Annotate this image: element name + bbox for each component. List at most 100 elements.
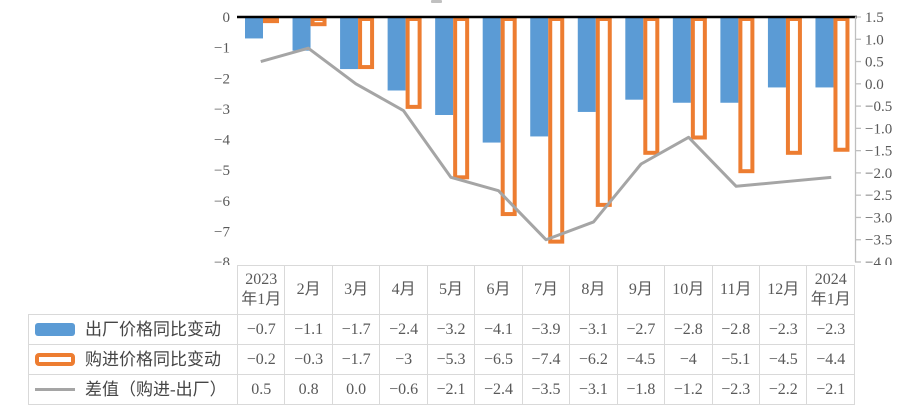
value-cell: −5.3	[426, 344, 476, 375]
right-axis-tick-label: −4.0	[865, 255, 892, 265]
factory-price-bar	[387, 17, 406, 91]
value-cell: −5.1	[711, 344, 760, 375]
value-cell: −1.7	[331, 314, 381, 345]
value-cell: −3.5	[521, 374, 571, 405]
value-cell: −3.1	[569, 374, 618, 405]
legend-cell: 购进价格同比变动	[28, 344, 238, 375]
factory-price-bar	[767, 17, 786, 88]
right-axis-tick-label: −2.5	[865, 188, 892, 204]
value-cell: −2.4	[474, 374, 523, 405]
right-axis-tick-label: 1.0	[865, 32, 884, 48]
factory-price-bar	[720, 17, 739, 103]
value-cell: −2.4	[379, 314, 428, 345]
month-header-cell: 8月	[569, 265, 618, 315]
table-row: 差值（购进-出厂） 0.5 0.8 0.0 −0.6 −2.1 −2.4 −3.5 −3.1 −1…	[28, 374, 855, 405]
factory-price-bar	[625, 17, 644, 100]
table-corner-cell	[29, 266, 238, 315]
table-header-row: 2023 年1月 2月 3月 4月 5月 6月 7月 8月 9月 10月 11月 12月 2024 年1…	[29, 265, 855, 315]
value-cell: −0.3	[284, 344, 333, 375]
purchase-price-bar	[738, 17, 755, 174]
month-header-cell: 2024 年1月	[806, 265, 855, 315]
purchase-price-bar	[263, 17, 279, 24]
chart-data-table: 2023 年1月 2月 3月 4月 5月 6月 7月 8月 9月 10月 11月 12月 2024 年1…	[28, 265, 855, 405]
purchase-price-bar	[500, 17, 517, 217]
factory-price-bar	[530, 17, 549, 137]
value-cell: −2.1	[426, 374, 476, 405]
month-header-cell: 11月	[711, 265, 760, 315]
purchase-price-bar	[453, 17, 470, 180]
right-axis-tick-label: −1.0	[865, 121, 892, 137]
legend-label: 差值（购进-出厂）	[85, 379, 227, 399]
left-axis-tick-label: −5	[214, 163, 230, 179]
value-cell: −1.1	[284, 314, 333, 345]
factory-price-bar	[245, 17, 263, 39]
legend-label: 购进价格同比变动	[85, 349, 221, 369]
purchase-price-bar	[405, 17, 422, 109]
value-cell: −1.8	[616, 374, 666, 405]
left-axis-tick-label: −4	[214, 133, 230, 149]
left-axis-tick-label: −2	[214, 71, 230, 87]
legend-label: 出厂价格同比变动	[85, 319, 221, 339]
purchase-price-bar	[310, 17, 327, 27]
factory-price-bar	[340, 17, 359, 70]
right-axis-tick-label: 1.5	[865, 10, 884, 26]
left-axis-tick-label: −7	[214, 224, 230, 240]
factory-price-bar	[292, 17, 311, 51]
right-axis-tick-label: −0.5	[865, 99, 892, 115]
value-cell: −3.1	[569, 314, 618, 345]
value-cell: −1.7	[331, 344, 381, 375]
value-cell: 0.8	[284, 374, 333, 405]
left-axis-tick-label: −1	[214, 41, 230, 57]
value-cell: −1.2	[664, 374, 713, 405]
factory-price-bar	[577, 17, 596, 112]
legend-cell: 出厂价格同比变动	[28, 314, 238, 345]
value-cell: −2.3	[711, 374, 760, 405]
right-axis-tick-label: −2.0	[865, 166, 892, 182]
value-cell: −7.4	[521, 344, 571, 375]
factory-price-bar	[435, 17, 454, 115]
value-cell: −2.8	[664, 314, 713, 345]
value-cell: −0.7	[236, 314, 286, 345]
month-header-cell: 2023 年1月	[236, 265, 286, 315]
purchase-price-bar	[358, 17, 375, 70]
value-cell: −2.3	[806, 314, 855, 345]
series-bar-outlined-swatch-icon	[35, 353, 75, 366]
value-cell: −4.1	[474, 314, 523, 345]
value-cell: 0.0	[331, 374, 381, 405]
right-axis-tick-label: 0.5	[865, 55, 884, 71]
purchase-price-bar	[833, 17, 850, 152]
value-cell: −4	[664, 344, 713, 375]
combo-chart: 0 −1 −2 −3 −4 −5 −6 −7 −8 1.5 1.0 0.5 0.0 −0.5 −1.0 −1.…	[214, 10, 892, 271]
right-axis-tick-label: 0.0	[865, 77, 884, 93]
value-cell: −0.2	[236, 344, 286, 375]
value-cell: −2.2	[758, 374, 808, 405]
cropped-title-fragment	[431, 0, 442, 3]
value-cell: −2.8	[711, 314, 760, 345]
month-header-cell: 9月	[616, 265, 666, 315]
factory-price-bar	[482, 17, 501, 143]
left-axis-tick-label: −3	[214, 102, 230, 118]
value-cell: −2.1	[806, 374, 855, 405]
table-row: 出厂价格同比变动 −0.7 −1.1 −1.7 −2.4 −3.2 −4.1 −3.9 −3.1…	[28, 314, 855, 345]
purchase-price-bar	[785, 17, 802, 155]
value-cell: −6.5	[474, 344, 523, 375]
month-header-cell: 4月	[379, 265, 428, 315]
left-axis-tick-label: −6	[214, 194, 230, 210]
month-header-cell: 5月	[426, 265, 476, 315]
month-header-cell: 10月	[664, 265, 713, 315]
factory-price-bar	[815, 17, 834, 88]
right-axis-tick-label: −1.5	[865, 144, 892, 160]
difference-line	[260, 46, 832, 242]
month-header-cell: 3月	[331, 265, 381, 315]
series-bar-filled-swatch-icon	[35, 323, 75, 336]
value-cell: −0.6	[379, 374, 428, 405]
left-axis-tick-label: −8	[214, 255, 230, 265]
value-cell: −2.3	[758, 314, 808, 345]
table-row: 购进价格同比变动 −0.2 −0.3 −1.7 −3 −5.3 −6.5 −7.4 −6.2 −4…	[28, 344, 855, 375]
value-cell: −2.7	[616, 314, 666, 345]
legend-cell: 差值（购进-出厂）	[28, 374, 238, 405]
value-cell: −6.2	[569, 344, 618, 375]
factory-price-bar	[672, 17, 691, 103]
value-cell: −4.5	[616, 344, 666, 375]
